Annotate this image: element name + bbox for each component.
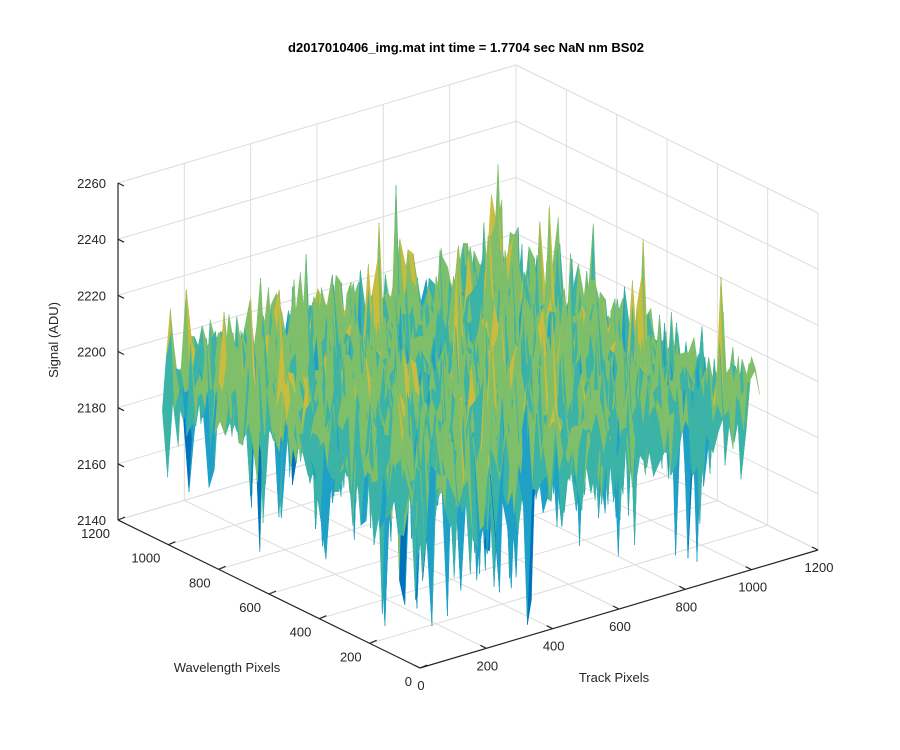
- z-tick-mark: [117, 519, 125, 524]
- side-grid-z: [515, 120, 819, 270]
- y-tick-label: 1000: [131, 551, 160, 566]
- x-tick-mark: [745, 566, 752, 571]
- z-tick-mark: [117, 182, 125, 187]
- x-tick-mark: [811, 546, 819, 551]
- x-tick-label: 600: [609, 619, 631, 634]
- z-tick-label: 2180: [77, 401, 106, 416]
- y-tick-label: 1200: [81, 526, 110, 541]
- back-grid-z: [117, 120, 517, 240]
- z-axis-label: Signal (ADU): [46, 302, 61, 378]
- side-grid-z: [515, 64, 819, 214]
- x-tick-label: 0: [417, 678, 424, 693]
- z-tick-mark: [117, 350, 125, 356]
- z-tick-label: 2240: [77, 232, 106, 247]
- z-tick-label: 2160: [77, 457, 106, 472]
- y-tick-label: 800: [189, 575, 211, 590]
- z-tick-label: 2140: [77, 513, 106, 528]
- y-tick-label: 0: [405, 674, 412, 689]
- z-tick-label: 2260: [77, 176, 106, 191]
- x-tick-label: 200: [476, 658, 498, 673]
- chart-title: d2017010406_img.mat int time = 1.7704 se…: [288, 40, 644, 55]
- y-axis-label: Wavelength Pixels: [174, 660, 281, 675]
- floor-grid-y: [369, 524, 768, 644]
- x-tick-mark: [546, 625, 553, 630]
- y-tick-label: 200: [340, 649, 362, 664]
- side-grid-z: [515, 233, 819, 382]
- x-axis-label: Track Pixels: [579, 670, 650, 685]
- z-tick-mark: [117, 407, 125, 412]
- back-grid-z: [117, 176, 517, 296]
- side-grid-z: [515, 176, 819, 326]
- z-tick-label: 2200: [77, 345, 106, 360]
- x-tick-mark: [612, 605, 620, 610]
- back-grid-z: [117, 64, 517, 184]
- y-tick-label: 600: [239, 600, 261, 615]
- z-tick-mark: [117, 294, 125, 299]
- x-tick-mark: [679, 585, 686, 590]
- z-tick-mark: [117, 238, 125, 243]
- x-tick-label: 1000: [738, 580, 767, 595]
- surface: [162, 164, 760, 627]
- x-tick-label: 1200: [805, 560, 834, 575]
- x-tick-label: 800: [675, 599, 697, 614]
- x-tick-mark: [480, 644, 487, 649]
- y-tick-label: 400: [290, 625, 312, 640]
- z-tick-label: 2220: [77, 288, 106, 303]
- x-tick-label: 400: [543, 639, 565, 654]
- z-tick-mark: [117, 463, 125, 468]
- x-tick-mark: [413, 664, 421, 669]
